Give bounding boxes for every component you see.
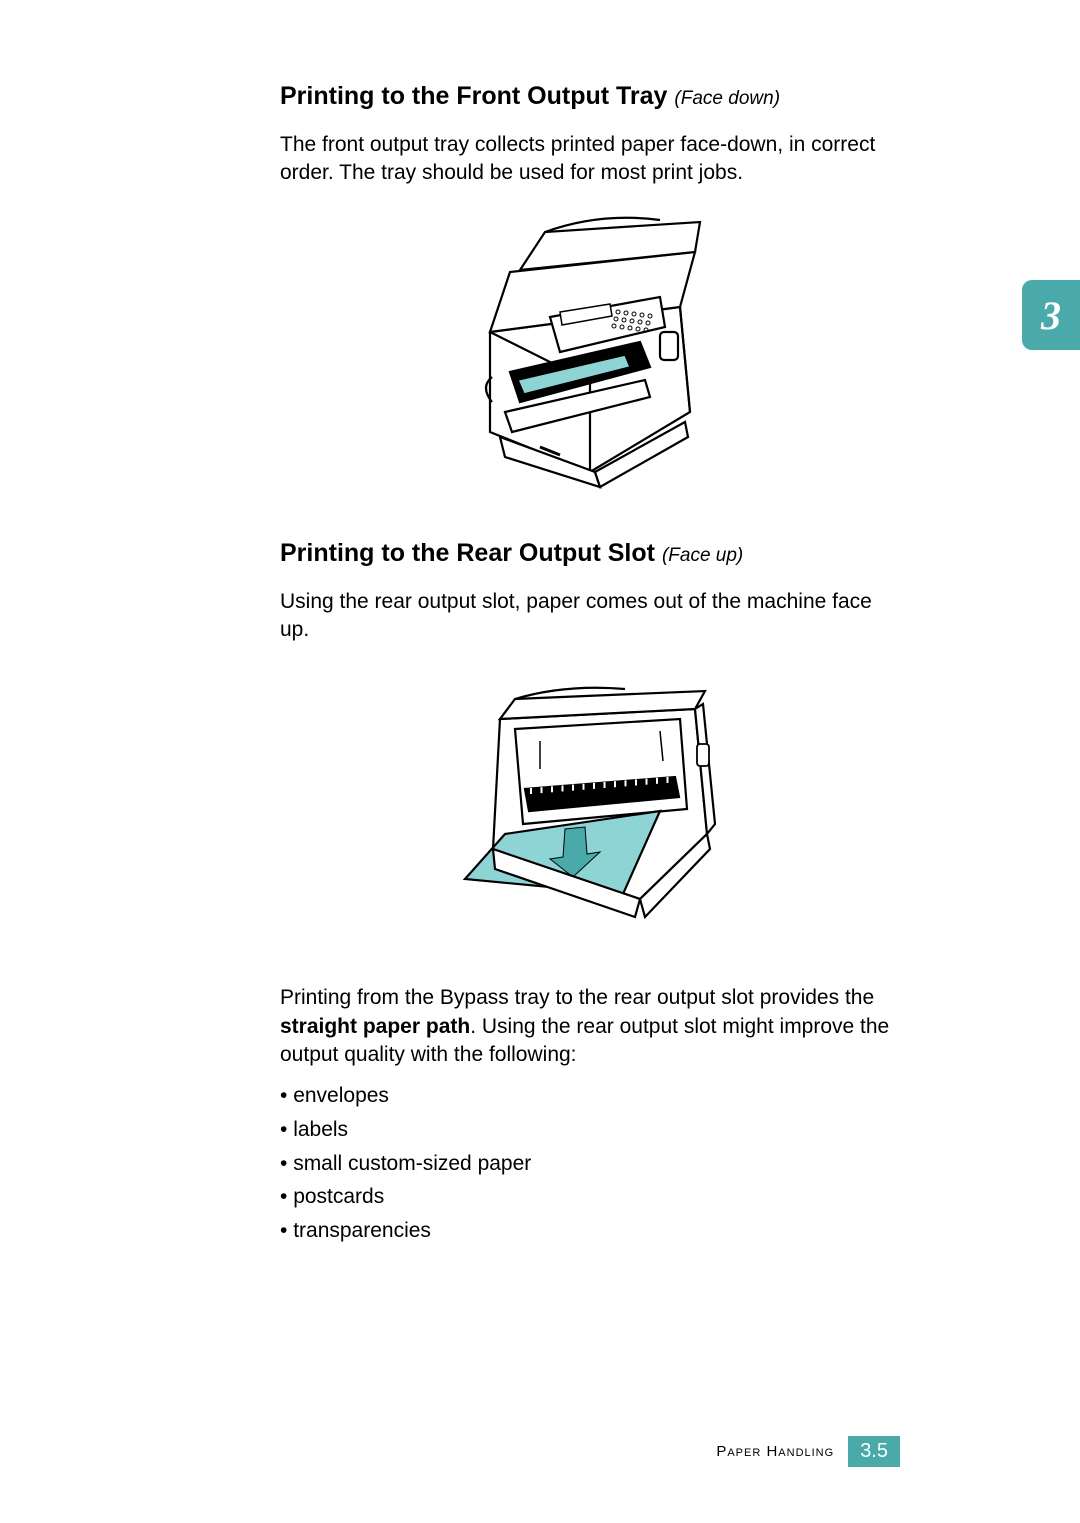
footer: Paper Handling 3.5 (716, 1436, 900, 1467)
paragraph-rear-2: Printing from the Bypass tray to the rea… (280, 984, 900, 1069)
list-item: postcards (280, 1180, 900, 1214)
heading-rear-text: Printing to the Rear Output Slot (280, 539, 655, 567)
printer-front-svg (450, 212, 730, 492)
paragraph-rear-1: Using the rear output slot, paper comes … (280, 588, 900, 645)
footer-page: 3.5 (848, 1436, 900, 1467)
heading-front-text: Printing to the Front Output Tray (280, 82, 667, 110)
paragraph-rear-2-pre: Printing from the Bypass tray to the rea… (280, 986, 874, 1009)
list-item: transparencies (280, 1214, 900, 1248)
chapter-number: 3 (1041, 292, 1061, 339)
heading-front-subtitle: (Face down) (674, 88, 780, 109)
page: 3 Printing to the Front Output Tray (Fac… (0, 0, 1080, 1523)
list-item: labels (280, 1113, 900, 1147)
paragraph-rear-2-bold: straight paper path (280, 1015, 470, 1038)
heading-rear-slot: Printing to the Rear Output Slot (Face u… (280, 537, 900, 570)
paragraph-front: The front output tray collects printed p… (280, 131, 900, 188)
printer-rear-svg (445, 669, 735, 939)
chapter-tab: 3 (1022, 280, 1080, 350)
list-item: envelopes (280, 1079, 900, 1113)
list-item: small custom-sized paper (280, 1147, 900, 1181)
figure-front-printer (280, 212, 900, 492)
media-list: envelopeslabelssmall custom-sized paperp… (280, 1079, 900, 1247)
footer-label: Paper Handling (716, 1443, 834, 1460)
heading-rear-subtitle: (Face up) (662, 545, 743, 566)
heading-front-tray: Printing to the Front Output Tray (Face … (280, 80, 900, 113)
figure-rear-printer (280, 669, 900, 939)
